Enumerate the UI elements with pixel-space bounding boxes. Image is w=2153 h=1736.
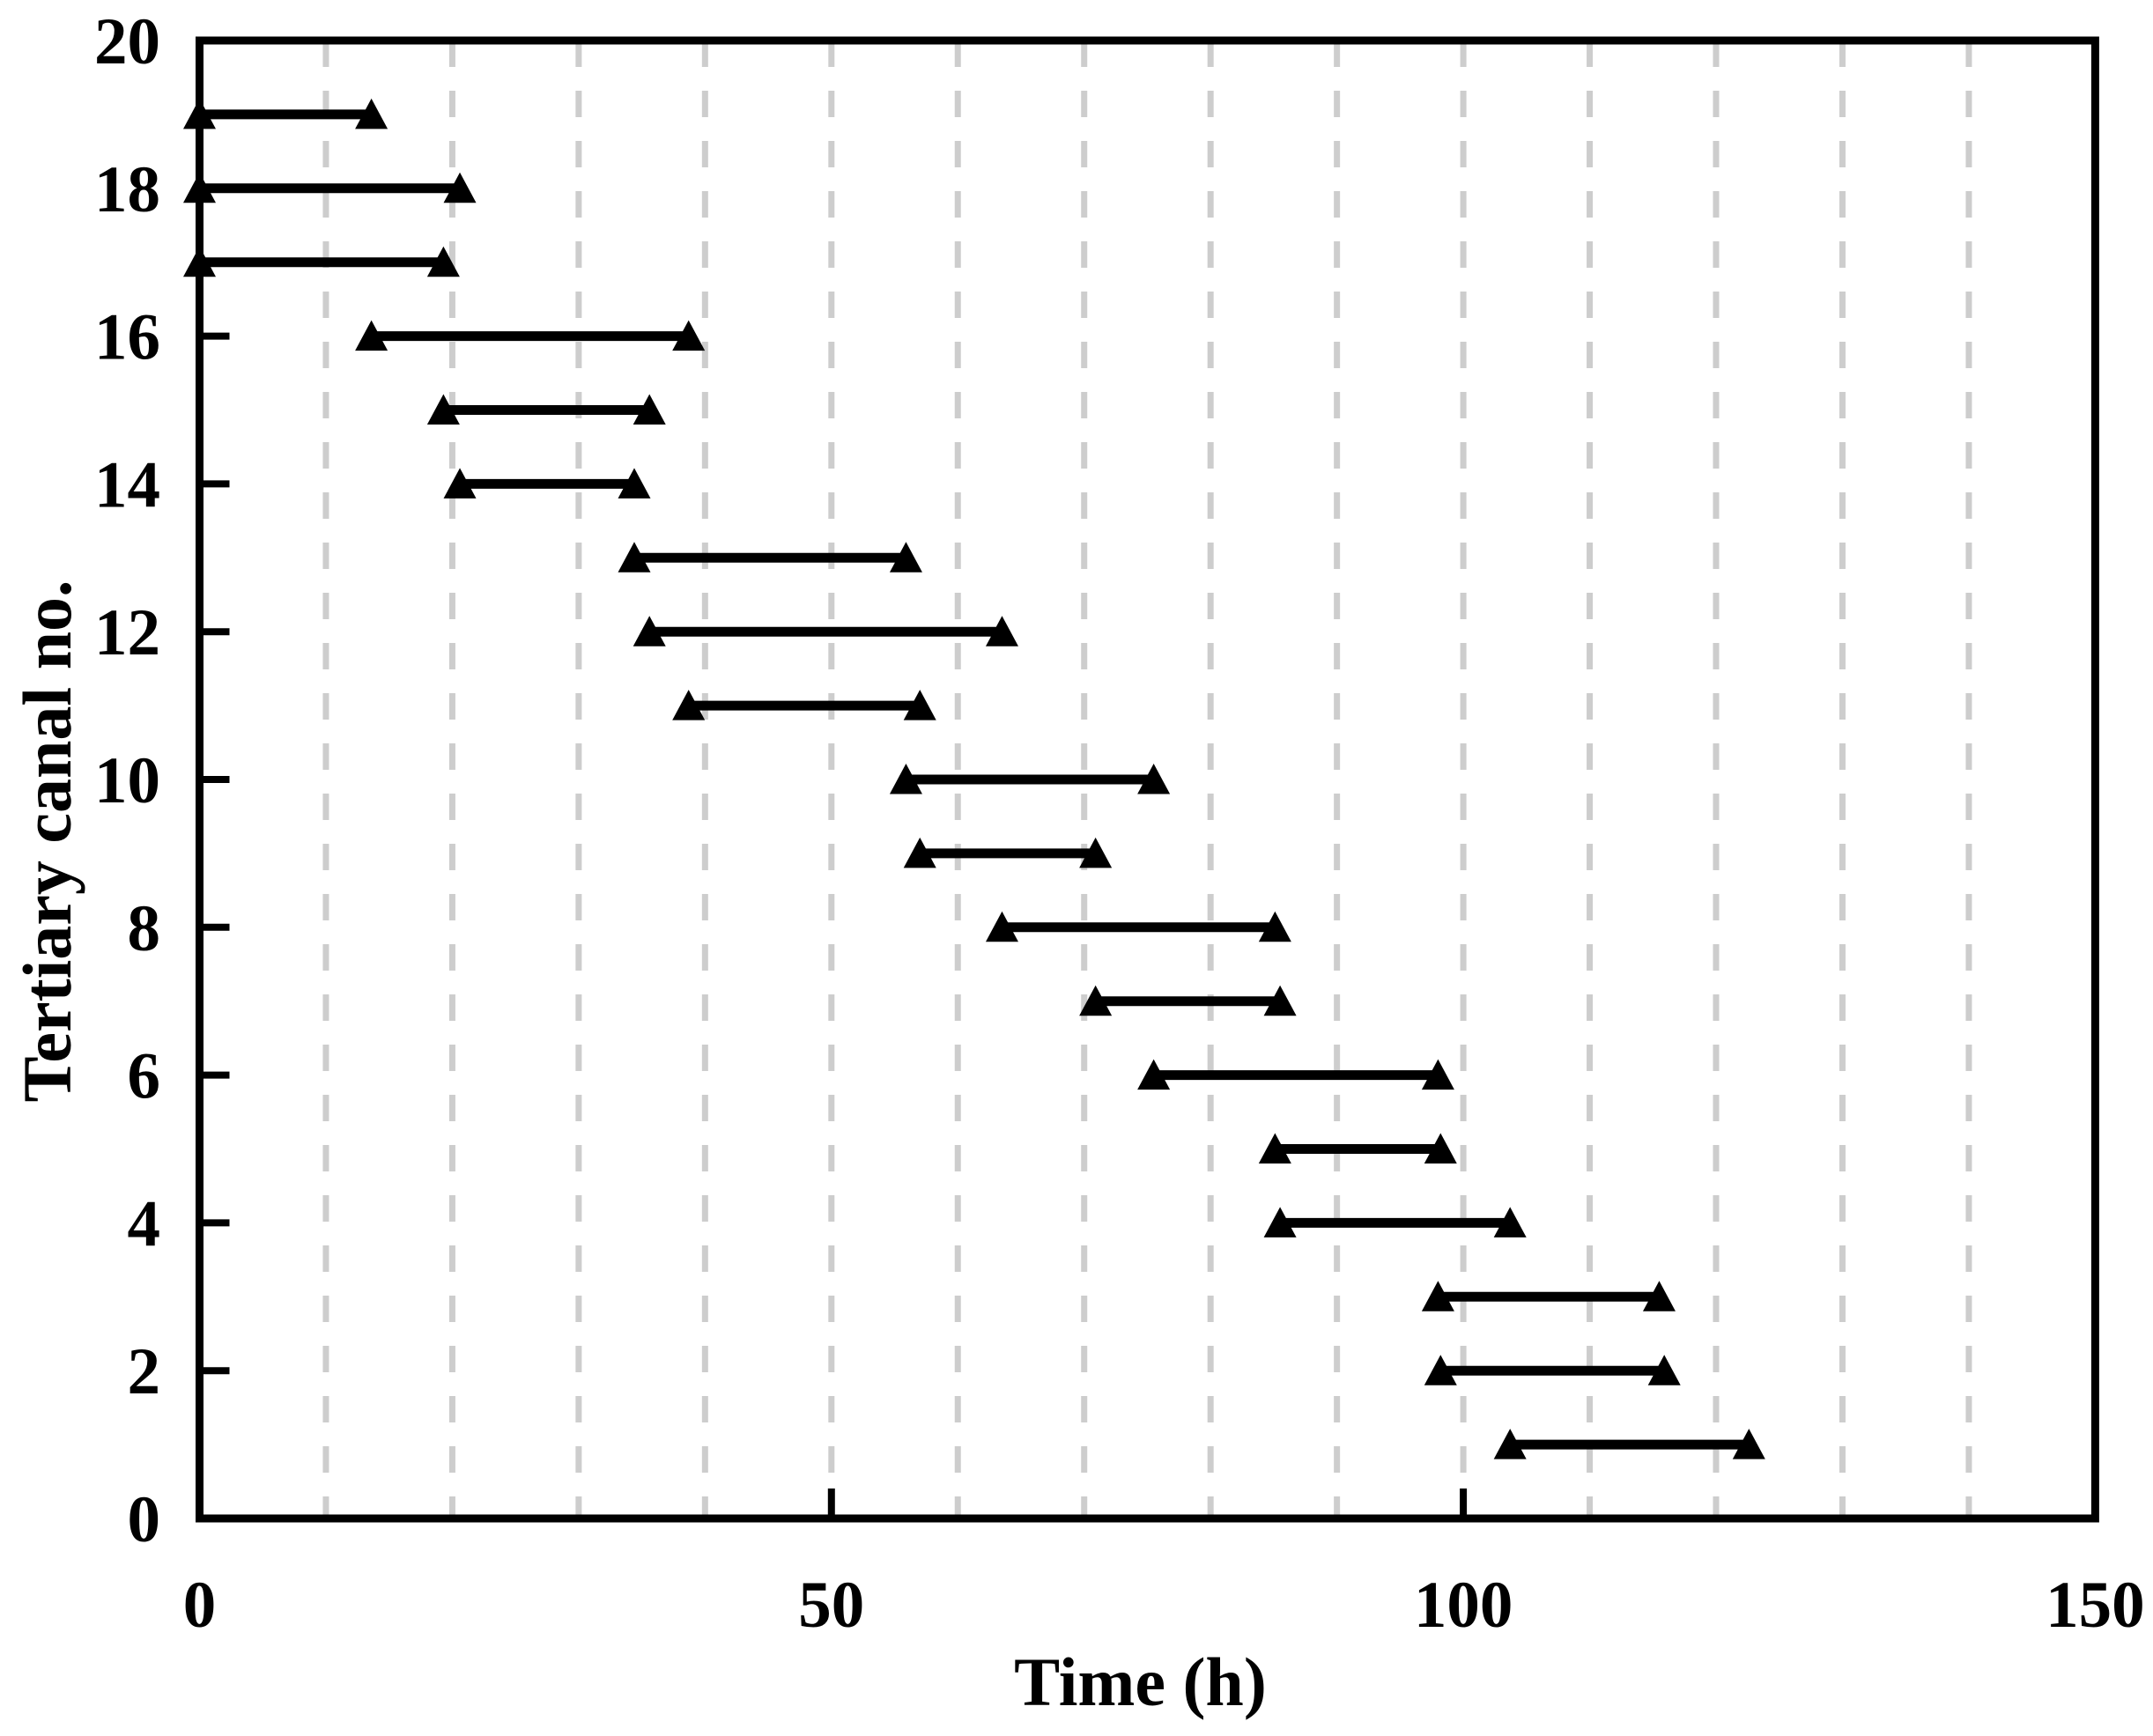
canal-2-end-marker-triangle-icon [1647,1355,1681,1385]
y-tick-label-4: 4 [128,1187,161,1260]
canal-14-start-marker-triangle-icon [443,468,477,499]
y-tick-label-2: 2 [128,1335,161,1408]
y-tick-label-18: 18 [94,153,160,226]
canal-19-start-marker-triangle-icon [183,98,216,129]
canal-3-start-marker-triangle-icon [1421,1281,1454,1311]
canal-16-start-marker-triangle-icon [355,320,388,351]
x-tick-label-0: 0 [183,1569,217,1642]
canal-18-end-marker-triangle-icon [443,172,477,203]
x-tick-label-100: 100 [1414,1569,1513,1642]
canal-2-start-marker-triangle-icon [1424,1355,1457,1385]
canal-4-start-marker-triangle-icon [1263,1207,1297,1237]
canal-18-start-marker-triangle-icon [183,172,216,203]
canal-17-start-marker-triangle-icon [183,246,216,277]
y-tick-label-12: 12 [94,596,160,669]
canal-9-start-marker-triangle-icon [903,837,936,868]
canal-8-end-marker-triangle-icon [1258,911,1291,942]
canal-6-start-marker-triangle-icon [1137,1059,1171,1090]
canal-1-end-marker-triangle-icon [1732,1429,1765,1459]
y-tick-label-20: 20 [94,5,160,78]
canal-14-end-marker-triangle-icon [618,468,651,499]
y-tick-label-10: 10 [94,744,160,817]
canal-13-start-marker-triangle-icon [618,542,651,573]
x-tick-label-50: 50 [798,1569,864,1642]
x-axis-title: Time (h) [1014,1644,1267,1720]
canal-8-start-marker-triangle-icon [985,911,1018,942]
canal-16-end-marker-triangle-icon [672,320,706,351]
canal-11-start-marker-triangle-icon [672,690,706,720]
canal-7-start-marker-triangle-icon [1079,985,1113,1016]
canal-7-end-marker-triangle-icon [1263,985,1297,1016]
canal-19-end-marker-triangle-icon [355,98,388,129]
canal-9-end-marker-triangle-icon [1079,837,1113,868]
canal-13-end-marker-triangle-icon [889,542,922,573]
x-tick-label-150: 150 [2046,1569,2145,1642]
y-tick-label-8: 8 [128,892,161,965]
canal-12-end-marker-triangle-icon [985,616,1018,646]
canal-15-end-marker-triangle-icon [633,394,666,425]
canal-5-end-marker-triangle-icon [1424,1133,1457,1163]
y-tick-label-14: 14 [94,448,160,521]
canal-12-start-marker-triangle-icon [633,616,666,646]
canal-3-end-marker-triangle-icon [1642,1281,1676,1311]
canal-11-end-marker-triangle-icon [903,690,936,720]
canal-6-end-marker-triangle-icon [1421,1059,1454,1090]
canal-17-end-marker-triangle-icon [426,246,460,277]
canal-10-start-marker-triangle-icon [889,764,922,794]
canal-15-start-marker-triangle-icon [426,394,460,425]
y-tick-label-6: 6 [128,1040,161,1113]
canal-10-end-marker-triangle-icon [1137,764,1171,794]
y-tick-label-16: 16 [94,301,160,374]
y-axis-title: Tertiary canal no. [9,580,85,1103]
canal-1-start-marker-triangle-icon [1493,1429,1527,1459]
canal-5-start-marker-triangle-icon [1258,1133,1291,1163]
canal-4-end-marker-triangle-icon [1493,1207,1527,1237]
y-tick-label-0: 0 [128,1483,161,1556]
